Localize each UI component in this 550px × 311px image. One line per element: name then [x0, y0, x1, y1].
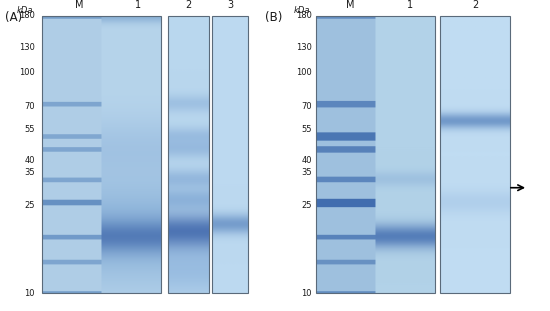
Text: 1: 1	[407, 0, 413, 10]
Text: 2: 2	[185, 0, 191, 10]
Text: (A): (A)	[5, 11, 22, 24]
Text: 55: 55	[25, 125, 35, 134]
Text: 10: 10	[301, 289, 312, 298]
Text: 10: 10	[25, 289, 35, 298]
Text: 70: 70	[24, 102, 35, 111]
Bar	[440, 16, 510, 293]
Text: kDa: kDa	[294, 6, 310, 15]
Text: 25: 25	[301, 201, 312, 210]
Text: 130: 130	[296, 43, 312, 52]
Text: 40: 40	[25, 156, 35, 165]
Text: 2: 2	[472, 0, 478, 10]
Text: 35: 35	[24, 169, 35, 178]
Text: 130: 130	[19, 43, 35, 52]
Bar	[316, 16, 435, 293]
Text: (B): (B)	[265, 11, 282, 24]
Bar	[168, 16, 209, 293]
Text: 3: 3	[227, 0, 233, 10]
Text: 100: 100	[296, 68, 312, 77]
Text: 1: 1	[135, 0, 141, 10]
Text: M: M	[346, 0, 355, 10]
Text: 55: 55	[301, 125, 312, 134]
Bar	[212, 16, 248, 293]
Text: kDa: kDa	[16, 6, 33, 15]
Text: 180: 180	[19, 12, 35, 21]
Text: 40: 40	[301, 156, 312, 165]
Text: 70: 70	[301, 102, 312, 111]
Text: 25: 25	[25, 201, 35, 210]
Text: M: M	[75, 0, 83, 10]
Text: 180: 180	[296, 12, 312, 21]
Text: 35: 35	[301, 169, 312, 178]
Text: 100: 100	[19, 68, 35, 77]
Bar	[42, 16, 161, 293]
